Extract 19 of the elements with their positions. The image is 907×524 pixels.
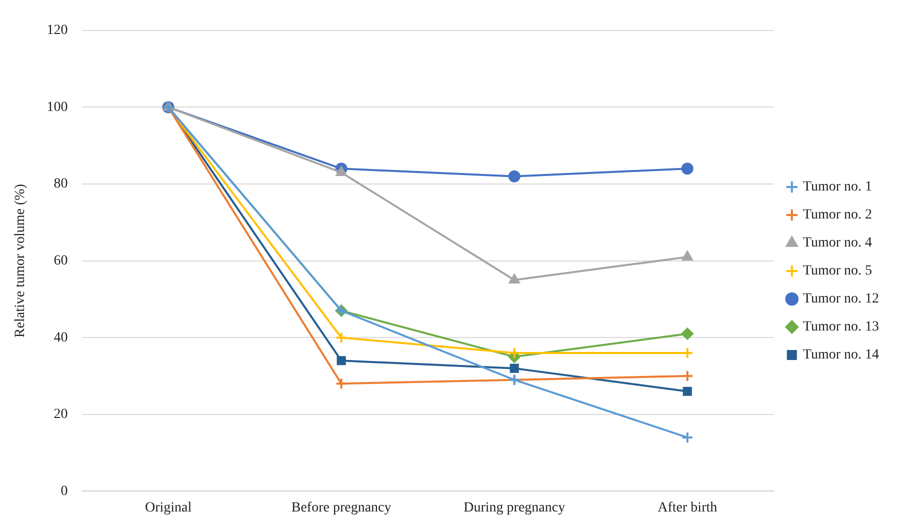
y-tick-label: 0 [60, 484, 68, 499]
legend-label: Tumor no. 13 [802, 320, 880, 335]
x-tick-label: After birth [658, 500, 718, 516]
legend-label: Tumor no. 14 [802, 348, 880, 363]
legend-label: Tumor no. 12 [802, 292, 880, 307]
y-tick-label: 60 [54, 253, 68, 268]
y-tick-label: 40 [54, 330, 68, 346]
legend-label: Tumor no. 2 [802, 208, 872, 223]
x-tick-label: Original [144, 500, 192, 516]
x-tick-label: Before pregnancy [291, 500, 392, 516]
y-tick-label: 120 [46, 23, 68, 38]
x-tick-label: During pregnancy [464, 500, 566, 516]
legend-label: Tumor no. 5 [802, 264, 872, 279]
legend-label: Tumor no. 4 [802, 236, 872, 251]
y-tick-label: 80 [54, 176, 68, 192]
y-axis-title: Relative tumor volume (%) [13, 184, 28, 338]
y-tick-label: 100 [46, 100, 68, 115]
y-tick-label: 20 [54, 407, 68, 422]
legend-label: Tumor no. 1 [802, 180, 872, 195]
